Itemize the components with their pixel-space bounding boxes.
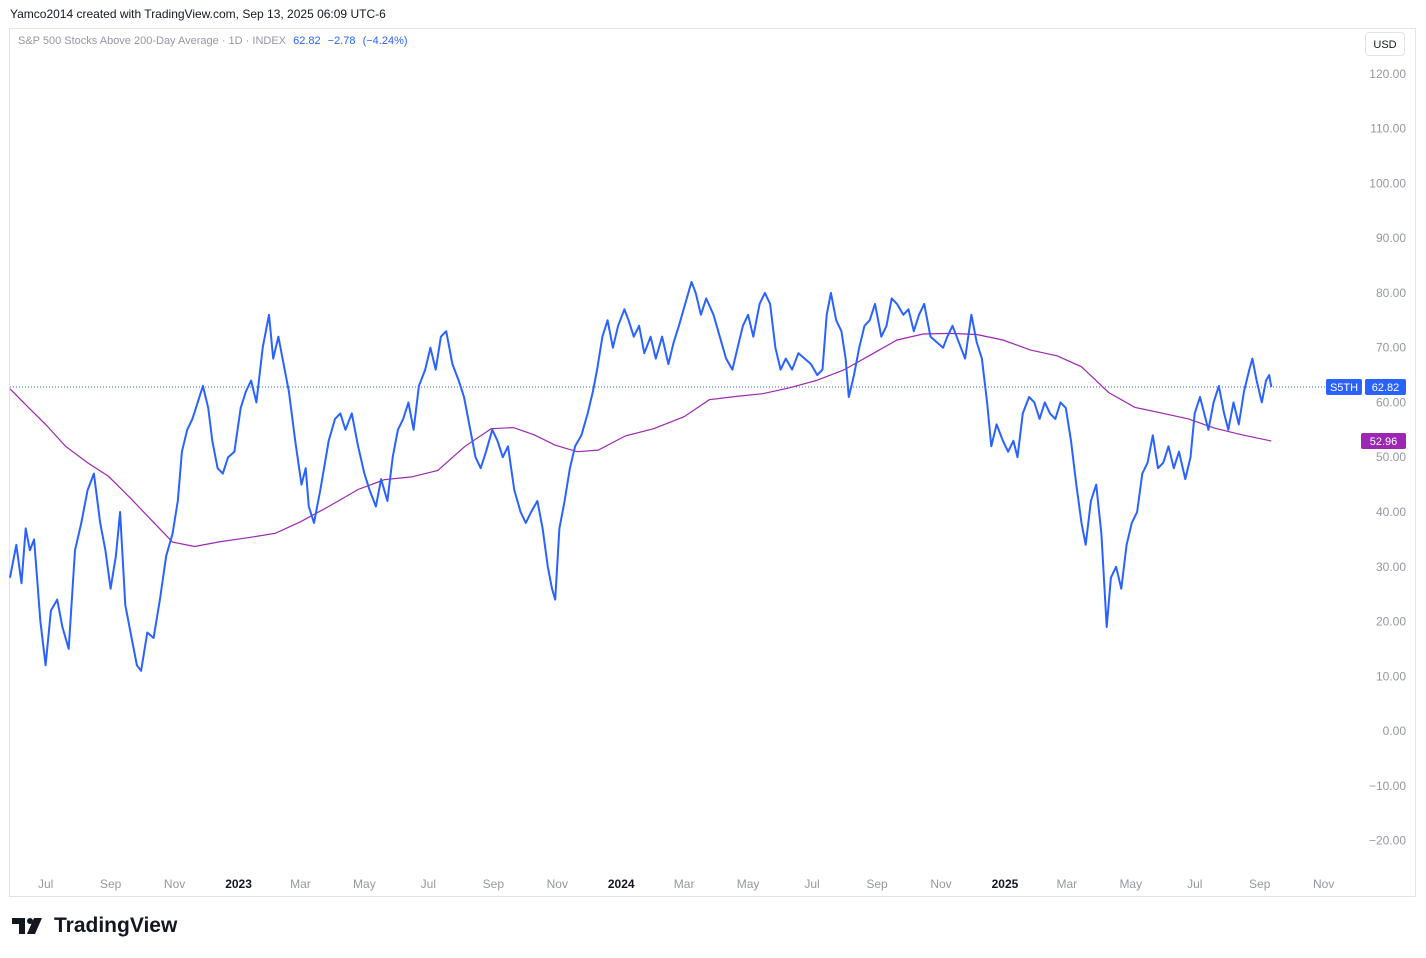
x-tick-label: Sep xyxy=(1249,877,1271,891)
y-tick-label: 0.00 xyxy=(1383,724,1407,738)
y-tick-label: 50.00 xyxy=(1376,450,1406,464)
x-tick-label: 2023 xyxy=(225,877,252,891)
y-tick-label: 20.00 xyxy=(1376,615,1406,629)
time-axis: Jul Sep Nov 2023 Mar May Jul Sep Nov 2024 Mar May Ju… xyxy=(38,877,1334,891)
series-name-badge xyxy=(1326,378,1362,395)
x-tick-label: Jul xyxy=(804,877,819,891)
x-tick-label: Nov xyxy=(1313,877,1334,891)
x-tick-label: Jul xyxy=(1187,877,1202,891)
last-value-badge xyxy=(1365,378,1406,395)
y-tick-label: 70.00 xyxy=(1376,341,1406,355)
x-tick-label: 2025 xyxy=(992,877,1019,891)
x-tick-label: Jul xyxy=(38,877,53,891)
moving-average-line xyxy=(9,332,1272,548)
x-tick-label: Mar xyxy=(290,877,311,891)
tradingview-logo-icon xyxy=(12,918,42,934)
x-tick-label: 2024 xyxy=(608,877,635,891)
y-tick-label: 110.00 xyxy=(1370,122,1406,136)
x-tick-label: Sep xyxy=(100,877,122,891)
s5th-series-line xyxy=(9,280,1273,672)
price-badges: S5TH 62.82 52.96 xyxy=(1326,378,1406,450)
x-tick-label: Mar xyxy=(674,877,695,891)
y-tick-label: 10.00 xyxy=(1376,669,1406,683)
y-tick-label: 30.00 xyxy=(1376,560,1406,574)
chart-credit: Yamco2014 created with TradingView.com, … xyxy=(10,7,386,21)
ma-value-badge xyxy=(1361,433,1406,450)
x-tick-label: Nov xyxy=(164,877,185,891)
series-legend[interactable]: S&P 500 Stocks Above 200-Day Average · 1… xyxy=(18,35,408,47)
brand-name: TradingView xyxy=(54,914,178,937)
legend-symbol: S&P 500 Stocks Above 200-Day Average · 1… xyxy=(18,35,287,47)
y-tick-label: 80.00 xyxy=(1376,286,1406,300)
price-axis: 120.00 110.00 100.00 90.00 80.00 70.00 60.00 50… xyxy=(1369,67,1406,848)
y-tick-label: 100.00 xyxy=(1369,176,1406,190)
x-tick-label: May xyxy=(1119,877,1142,891)
ma-value-badge-label: 52.96 xyxy=(1370,436,1398,448)
legend-change: −2.78 xyxy=(327,35,356,47)
y-tick-label: 40.00 xyxy=(1376,505,1406,519)
x-tick-label: Nov xyxy=(547,877,568,891)
y-tick-label: 60.00 xyxy=(1376,395,1406,409)
x-tick-label: Mar xyxy=(1056,877,1077,891)
x-tick-label: Nov xyxy=(930,877,951,891)
x-tick-label: May xyxy=(353,877,376,891)
y-tick-label: 90.00 xyxy=(1376,231,1406,245)
series-name-badge-label: S5TH xyxy=(1330,382,1358,394)
last-value-badge-label: 62.82 xyxy=(1372,382,1400,394)
x-tick-label: Sep xyxy=(483,877,505,891)
currency-button[interactable]: USD xyxy=(1365,32,1405,56)
x-tick-label: May xyxy=(737,877,760,891)
legend-last-value: 62.82 xyxy=(293,35,321,47)
legend-change-pct: (−4.24%) xyxy=(362,35,408,47)
x-tick-label: Sep xyxy=(866,877,888,891)
y-tick-label: 120.00 xyxy=(1369,67,1406,81)
x-tick-label: Jul xyxy=(421,877,436,891)
tradingview-brand[interactable]: TradingView xyxy=(12,914,177,938)
y-tick-label: −10.00 xyxy=(1369,779,1406,793)
y-tick-label: −20.00 xyxy=(1369,834,1406,848)
chart-frame[interactable] xyxy=(9,28,1416,897)
